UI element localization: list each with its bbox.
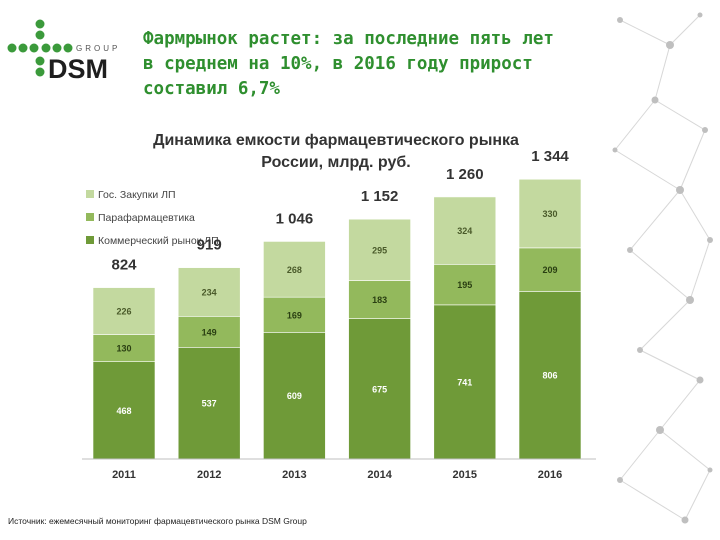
dsm-group-logo: GROUP DSM bbox=[7, 19, 120, 84]
legend-label-3: Гос. Закупки ЛП bbox=[98, 189, 176, 201]
bar-segment bbox=[177, 347, 241, 460]
bar-segment bbox=[433, 196, 497, 265]
total-value-label: 824 bbox=[111, 257, 137, 274]
legend-swatch-2 bbox=[86, 213, 94, 221]
segment-value-label: 234 bbox=[202, 287, 217, 297]
x-tick-label: 2012 bbox=[197, 469, 221, 481]
segment-value-label: 806 bbox=[542, 371, 557, 381]
segment-value-label: 330 bbox=[542, 209, 557, 219]
bar-segment bbox=[263, 241, 326, 298]
x-tick-label: 2011 bbox=[112, 469, 136, 481]
segment-value-label: 741 bbox=[457, 377, 472, 387]
bar-segment bbox=[92, 361, 156, 460]
bar-segment bbox=[518, 291, 582, 460]
bar-segment bbox=[92, 287, 156, 335]
x-tick-label: 2013 bbox=[282, 469, 306, 481]
segment-value-label: 268 bbox=[287, 265, 302, 275]
total-value-label: 1 046 bbox=[276, 210, 314, 227]
source-note: Источник: ежемесячный мониторинг фармаце… bbox=[8, 516, 307, 526]
x-tick-label: 2014 bbox=[367, 469, 392, 481]
molecule-decoration bbox=[612, 12, 713, 524]
segment-value-label: 324 bbox=[457, 226, 472, 236]
total-value-label: 1 260 bbox=[446, 166, 484, 183]
chart-bars: 468 130 226 824 537 149 234 919 609 169 268 1 046 67… bbox=[92, 148, 582, 460]
bar-segment bbox=[348, 318, 411, 460]
segment-value-label: 183 bbox=[372, 295, 387, 305]
total-value-label: 1 152 bbox=[361, 188, 399, 205]
logo-cross-dots bbox=[7, 19, 73, 77]
x-tick-label: 2016 bbox=[538, 469, 562, 481]
bar-segment bbox=[177, 267, 241, 317]
bar-segment bbox=[177, 316, 241, 348]
legend-swatch-3 bbox=[86, 190, 94, 198]
logo-group-text: GROUP bbox=[76, 44, 120, 53]
bar-segment bbox=[263, 332, 326, 460]
x-tick-label: 2015 bbox=[453, 469, 477, 481]
logo-dsm-text: DSM bbox=[48, 54, 108, 84]
segment-value-label: 295 bbox=[372, 245, 387, 255]
segment-value-label: 209 bbox=[542, 265, 557, 275]
headline-line-2: в среднем на 10%, в 2016 году прирост bbox=[143, 54, 533, 74]
segment-value-label: 675 bbox=[372, 384, 387, 394]
total-value-label: 1 344 bbox=[531, 148, 569, 165]
bar-segment bbox=[263, 296, 326, 333]
chart-title-line-1: Динамика емкости фармацевтического рынка bbox=[153, 132, 519, 149]
headline: Фармрынок растет: за последние пять лет … bbox=[143, 27, 643, 102]
total-value-label: 919 bbox=[197, 237, 222, 254]
segment-value-label: 195 bbox=[457, 280, 472, 290]
segment-value-label: 468 bbox=[116, 406, 131, 416]
chart-title-line-2: России, млрд. руб. bbox=[261, 154, 410, 171]
bar-segment bbox=[348, 280, 411, 319]
legend-label-1: Коммерческий рынок ЛП bbox=[98, 235, 219, 247]
segment-value-label: 609 bbox=[287, 391, 302, 401]
segment-value-label: 226 bbox=[116, 307, 131, 317]
chart-legend: Гос. Закупки ЛП Парафармацевтика Коммерчес… bbox=[86, 189, 219, 247]
legend-swatch-1 bbox=[86, 236, 94, 244]
headline-line-1: Фармрынок растет: за последние пять лет bbox=[143, 29, 554, 49]
headline-line-3: составил 6,7% bbox=[143, 79, 280, 99]
x-axis-labels: 2011 2012 2013 2014 2015 2016 bbox=[112, 469, 562, 481]
legend-label-2: Парафармацевтика bbox=[98, 212, 195, 224]
bar-segment bbox=[433, 264, 497, 306]
segment-value-label: 537 bbox=[202, 399, 217, 409]
bar-segment bbox=[518, 178, 582, 249]
bar-segment bbox=[518, 247, 582, 292]
bar-segment bbox=[348, 218, 411, 281]
segment-value-label: 149 bbox=[202, 327, 217, 337]
segment-value-label: 130 bbox=[116, 344, 131, 354]
segment-value-label: 169 bbox=[287, 310, 302, 320]
